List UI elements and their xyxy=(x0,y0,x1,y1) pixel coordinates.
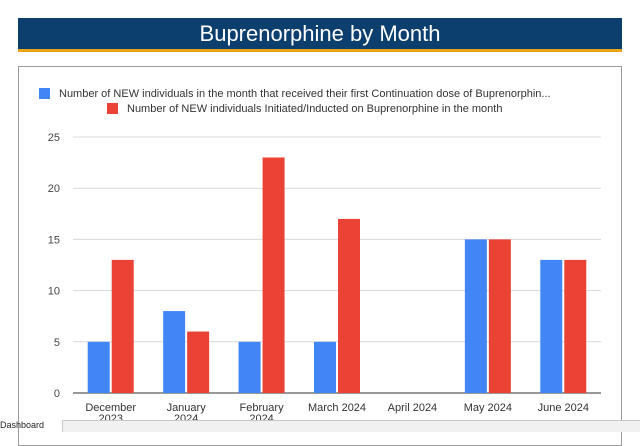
x-tick-label: January xyxy=(167,402,207,414)
sheet-tab-label[interactable]: Dashboard xyxy=(0,420,45,430)
bar-initiated xyxy=(111,259,134,393)
bar-continuation xyxy=(238,341,261,393)
page-title: Buprenorphine by Month xyxy=(18,18,622,52)
bar-continuation xyxy=(314,341,336,393)
y-tick-label: 0 xyxy=(54,388,60,400)
bar-initiated xyxy=(262,157,285,393)
legend-label-1: Number of NEW individuals in the month t… xyxy=(59,88,551,100)
bar-initiated xyxy=(338,218,360,393)
horizontal-scrollbar[interactable] xyxy=(62,420,640,432)
x-tick-label: May 2024 xyxy=(464,402,512,414)
legend-swatch-2 xyxy=(107,103,118,114)
x-tick-label: June 2024 xyxy=(538,402,589,414)
bar-initiated xyxy=(187,331,210,393)
bar-continuation xyxy=(464,239,487,393)
bar-initiated xyxy=(488,239,511,393)
legend-label-2: Number of NEW individuals Initiated/Indu… xyxy=(127,103,502,115)
bar-continuation xyxy=(163,311,186,393)
bar-chart: Number of NEW individuals in the month t… xyxy=(39,88,601,425)
y-tick-label: 15 xyxy=(48,234,60,246)
x-tick-label: December xyxy=(85,402,136,414)
x-tick-label: April 2024 xyxy=(388,402,438,414)
y-tick-label: 20 xyxy=(48,183,60,195)
x-tick-label: March 2024 xyxy=(308,402,366,414)
bar-initiated xyxy=(564,259,587,393)
x-tick-label: February xyxy=(240,402,285,414)
bar-continuation xyxy=(540,259,563,393)
y-tick-label: 5 xyxy=(54,337,60,349)
legend-swatch-1 xyxy=(39,88,50,99)
y-tick-label: 25 xyxy=(48,132,60,144)
bar-continuation xyxy=(87,341,110,393)
chart-frame: Number of NEW individuals in the month t… xyxy=(18,66,622,446)
y-tick-label: 10 xyxy=(48,286,60,298)
